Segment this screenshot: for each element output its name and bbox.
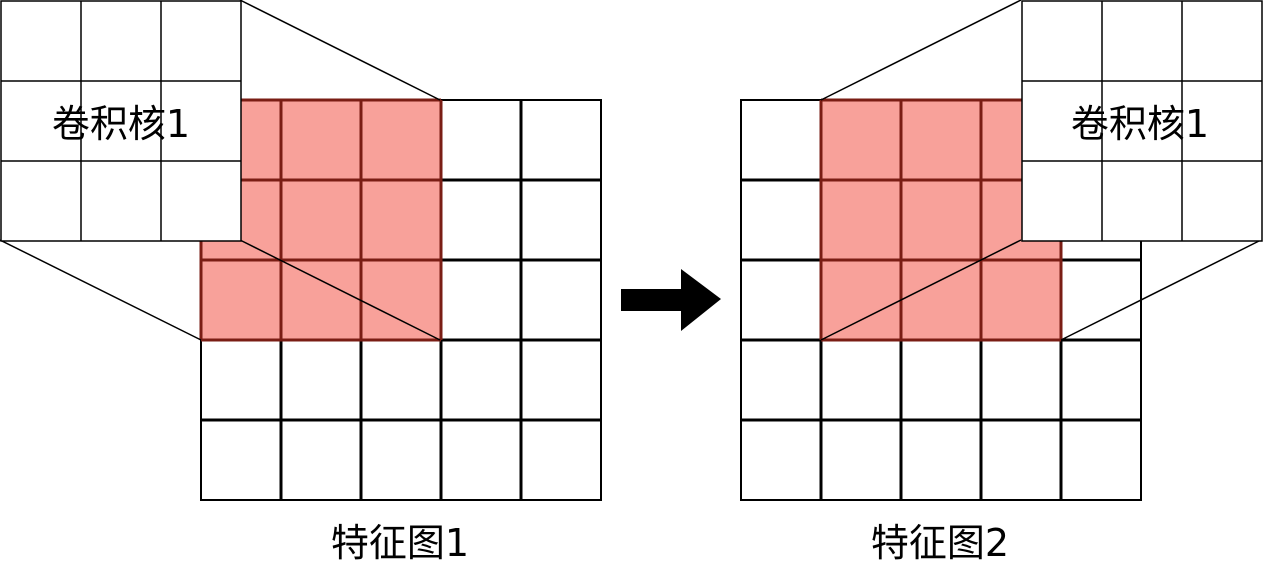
projection-line (239, 0, 441, 101)
kernel-1-label: 卷积核1 (52, 102, 190, 146)
projection-line (820, 0, 1022, 101)
highlight-region (821, 100, 1061, 340)
projection-line (820, 239, 1022, 341)
kernel-1-grid (0, 0, 242, 242)
kernel-box (0, 0, 242, 242)
projection-line (239, 239, 441, 341)
feature-map-2-label: 特征图2 (871, 521, 1009, 565)
feature-map-2-highlight (819, 98, 1063, 342)
kernel-box (1021, 0, 1263, 242)
feature-map-1-label: 特征图1 (331, 521, 469, 565)
kernel-2-label: 卷积核1 (1071, 102, 1209, 146)
projection-lines-1 (0, 0, 441, 341)
projection-line (0, 239, 202, 341)
kernel-2-grid (1021, 0, 1263, 242)
right-arrow-icon (621, 269, 721, 331)
projection-line (1060, 239, 1262, 341)
projection-lines-2 (820, 0, 1262, 341)
panel-2: 特征图2 卷积核1 (740, 0, 1263, 565)
panel-1: 特征图1 卷积核1 (0, 0, 602, 565)
